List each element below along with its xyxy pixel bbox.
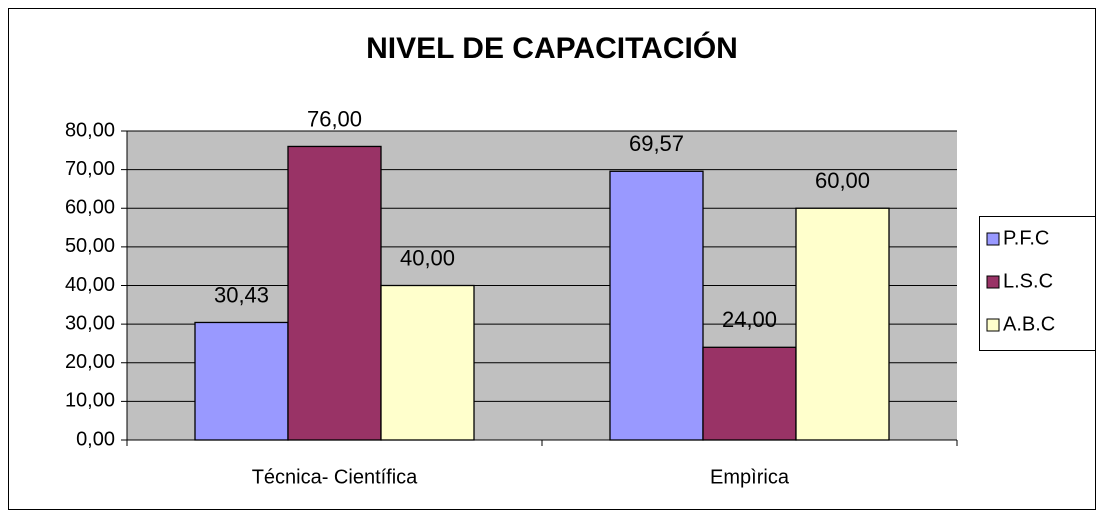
- legend-swatch: [986, 232, 1000, 246]
- y-tick-label: 70,00: [65, 158, 115, 180]
- y-tick-label: 40,00: [65, 274, 115, 296]
- x-tick-label: Técnica- Científica: [252, 466, 418, 488]
- value-label: 30,43: [214, 282, 269, 307]
- y-tick-label: 60,00: [65, 197, 115, 219]
- bar: [380, 284, 475, 441]
- x-tick-label: Empìrica: [710, 466, 790, 488]
- chart-title: NIVEL DE CAPACITACIÓN: [366, 31, 738, 65]
- bar: [702, 346, 797, 441]
- value-label: 40,00: [400, 245, 455, 270]
- legend-label: P.F.C: [1003, 227, 1049, 249]
- value-label: 76,00: [307, 106, 362, 131]
- legend-label: L.S.C: [1003, 270, 1053, 292]
- legend-swatch: [986, 275, 1000, 289]
- y-tick-label: 0,00: [76, 428, 115, 450]
- value-label: 60,00: [815, 168, 870, 193]
- bar: [194, 321, 289, 441]
- y-tick-label: 80,00: [65, 119, 115, 141]
- y-tick-label: 30,00: [65, 312, 115, 334]
- y-tick-label: 20,00: [65, 351, 115, 373]
- bar: [795, 207, 890, 441]
- value-label: 24,00: [722, 307, 777, 332]
- value-label: 69,57: [629, 131, 684, 156]
- bar: [609, 170, 704, 441]
- y-tick-label: 50,00: [65, 235, 115, 257]
- legend-swatch: [986, 318, 1000, 332]
- legend-label: A.B.C: [1003, 313, 1055, 335]
- bar: [287, 145, 382, 441]
- y-tick-label: 10,00: [65, 390, 115, 412]
